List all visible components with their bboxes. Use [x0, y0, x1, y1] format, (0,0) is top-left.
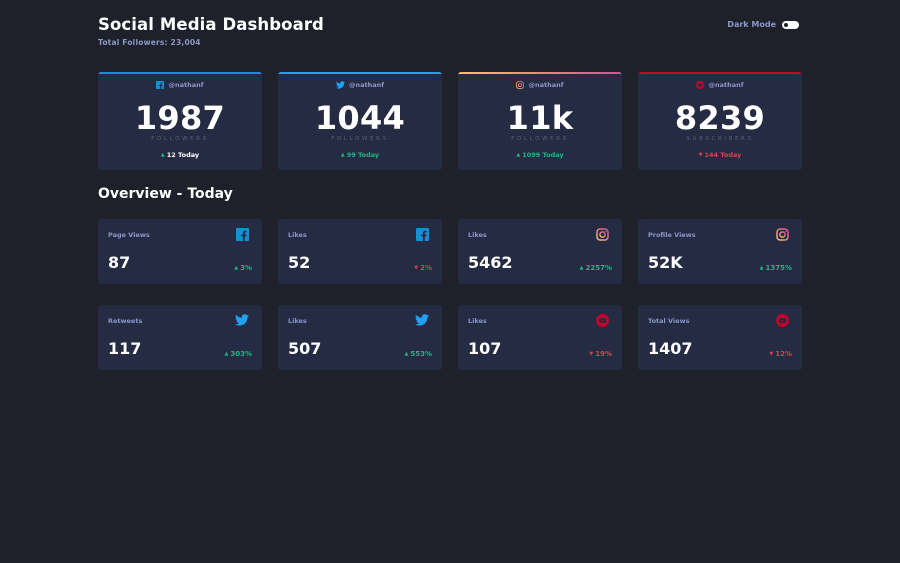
follower-card-twitter[interactable]: @nathanf 1044 FOLLOWERS ▲ 99 Today: [278, 72, 442, 170]
dark-mode-label: Dark Mode: [727, 20, 776, 29]
follower-unit: SUBSCRIBERS: [686, 136, 754, 142]
instagram-icon: [516, 81, 525, 89]
card-handle-row: @nathanf: [278, 81, 442, 89]
overview-card[interactable]: Likes 5462 ▲ 2257%: [458, 219, 622, 284]
card-handle-row: @nathanf: [638, 81, 802, 89]
follower-count: 8239: [674, 99, 766, 137]
overview-metric: Total Views: [648, 317, 690, 325]
twitter-icon: [235, 314, 249, 326]
overview-card[interactable]: Total Views 1407 ▼ 12%: [638, 305, 802, 370]
card-handle-row: @nathanf: [458, 81, 622, 89]
follower-count: 11k: [506, 99, 574, 137]
up-arrow-icon: ▲: [404, 351, 409, 357]
total-followers: Total Followers: 23,004: [98, 38, 201, 47]
overview-change: ▲ 1375%: [759, 264, 792, 272]
up-arrow-icon: ▲: [759, 265, 764, 271]
overview-card[interactable]: Profile Views 52K ▲ 1375%: [638, 219, 802, 284]
down-arrow-icon: ▼: [698, 152, 703, 158]
overview-metric: Retweets: [108, 317, 143, 325]
overview-value: 117: [108, 339, 142, 358]
overview-metric: Likes: [468, 317, 487, 325]
card-accent-bar: [638, 72, 802, 74]
follower-unit: FOLLOWERS: [511, 136, 569, 142]
facebook-icon: [156, 81, 165, 89]
overview-metric: Likes: [468, 231, 487, 239]
follower-card-facebook[interactable]: @nathanf 1987 FOLLOWERS ▲ 12 Today: [98, 72, 262, 170]
youtube-icon: [776, 314, 789, 327]
follower-count: 1987: [134, 99, 226, 137]
follower-change: ▲ 1099 Today: [516, 151, 564, 159]
overview-value: 507: [288, 339, 322, 358]
instagram-icon: [596, 228, 609, 241]
overview-change: ▲ 3%: [234, 264, 252, 272]
follower-count: 1044: [314, 99, 406, 137]
overview-value: 107: [468, 339, 502, 358]
overview-value: 52: [288, 253, 311, 272]
overview-change: ▼ 12%: [769, 350, 792, 358]
card-accent-bar: [278, 72, 442, 74]
toggle-knob: [784, 22, 788, 27]
card-handle: @nathanf: [348, 81, 385, 89]
overview-card[interactable]: Likes 107 ▼ 19%: [458, 305, 622, 370]
overview-card[interactable]: Likes 52 ▼ 2%: [278, 219, 442, 284]
facebook-icon: [416, 228, 429, 241]
overview-card[interactable]: Likes 507 ▲ 553%: [278, 305, 442, 370]
card-accent-bar: [98, 72, 262, 74]
follower-cards: @nathanf 1987 FOLLOWERS ▲ 12 Today @natha…: [98, 72, 802, 170]
overview-change: ▼ 19%: [589, 350, 612, 358]
overview-card[interactable]: Retweets 117 ▲ 303%: [98, 305, 262, 370]
youtube-icon: [596, 314, 609, 327]
overview-metric: Profile Views: [648, 231, 696, 239]
follower-unit: FOLLOWERS: [151, 136, 209, 142]
up-arrow-icon: ▲: [224, 351, 229, 357]
twitter-icon: [415, 314, 429, 326]
overview-change: ▼ 2%: [414, 264, 432, 272]
youtube-icon: [696, 81, 705, 89]
overview-change: ▲ 303%: [224, 350, 253, 358]
overview-metric: Likes: [288, 317, 307, 325]
up-arrow-icon: ▲: [340, 152, 345, 158]
up-arrow-icon: ▲: [160, 152, 165, 158]
instagram-icon: [776, 228, 789, 241]
overview-title: Overview - Today: [98, 186, 233, 202]
down-arrow-icon: ▼: [769, 351, 774, 357]
up-arrow-icon: ▲: [579, 265, 584, 271]
overview-metric: Page Views: [108, 231, 150, 239]
overview-value: 1407: [648, 339, 693, 358]
overview-metric: Likes: [288, 231, 307, 239]
card-handle: @nathanf: [708, 81, 744, 89]
overview-value: 87: [108, 253, 131, 272]
follower-unit: FOLLOWERS: [331, 136, 389, 142]
overview-value: 52K: [648, 253, 683, 272]
dark-mode-control: Dark Mode: [727, 20, 799, 29]
overview-card[interactable]: Page Views 87 ▲ 3%: [98, 219, 262, 284]
twitter-icon: [335, 81, 345, 89]
up-arrow-icon: ▲: [516, 152, 521, 158]
card-handle-row: @nathanf: [98, 81, 262, 89]
down-arrow-icon: ▼: [589, 351, 594, 357]
overview-change: ▲ 553%: [404, 350, 433, 358]
overview-change: ▲ 2257%: [579, 264, 612, 272]
dark-mode-toggle[interactable]: [782, 20, 799, 29]
card-handle: @nathanf: [168, 81, 204, 89]
follower-card-youtube[interactable]: @nathanf 8239 SUBSCRIBERS ▼ 144 Today: [638, 72, 802, 170]
down-arrow-icon: ▼: [414, 265, 419, 271]
facebook-icon: [236, 228, 249, 241]
overview-value: 5462: [468, 253, 513, 272]
card-handle: @nathanf: [528, 81, 564, 89]
follower-change: ▼ 144 Today: [698, 151, 742, 159]
up-arrow-icon: ▲: [234, 265, 239, 271]
header: Social Media Dashboard Total Followers: …: [98, 15, 802, 55]
card-accent-bar: [458, 72, 622, 74]
page-title: Social Media Dashboard: [98, 15, 324, 34]
follower-card-instagram[interactable]: @nathanf 11k FOLLOWERS ▲ 1099 Today: [458, 72, 622, 170]
follower-change: ▲ 12 Today: [160, 151, 200, 159]
follower-change: ▲ 99 Today: [340, 151, 380, 159]
